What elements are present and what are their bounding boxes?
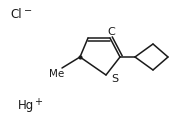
Text: −: − — [24, 6, 32, 16]
Text: S: S — [111, 74, 118, 84]
Text: Hg: Hg — [18, 98, 34, 111]
Text: Cl: Cl — [10, 8, 22, 20]
Text: +: + — [34, 97, 42, 107]
Text: C: C — [107, 27, 115, 37]
Text: Me: Me — [49, 69, 65, 79]
